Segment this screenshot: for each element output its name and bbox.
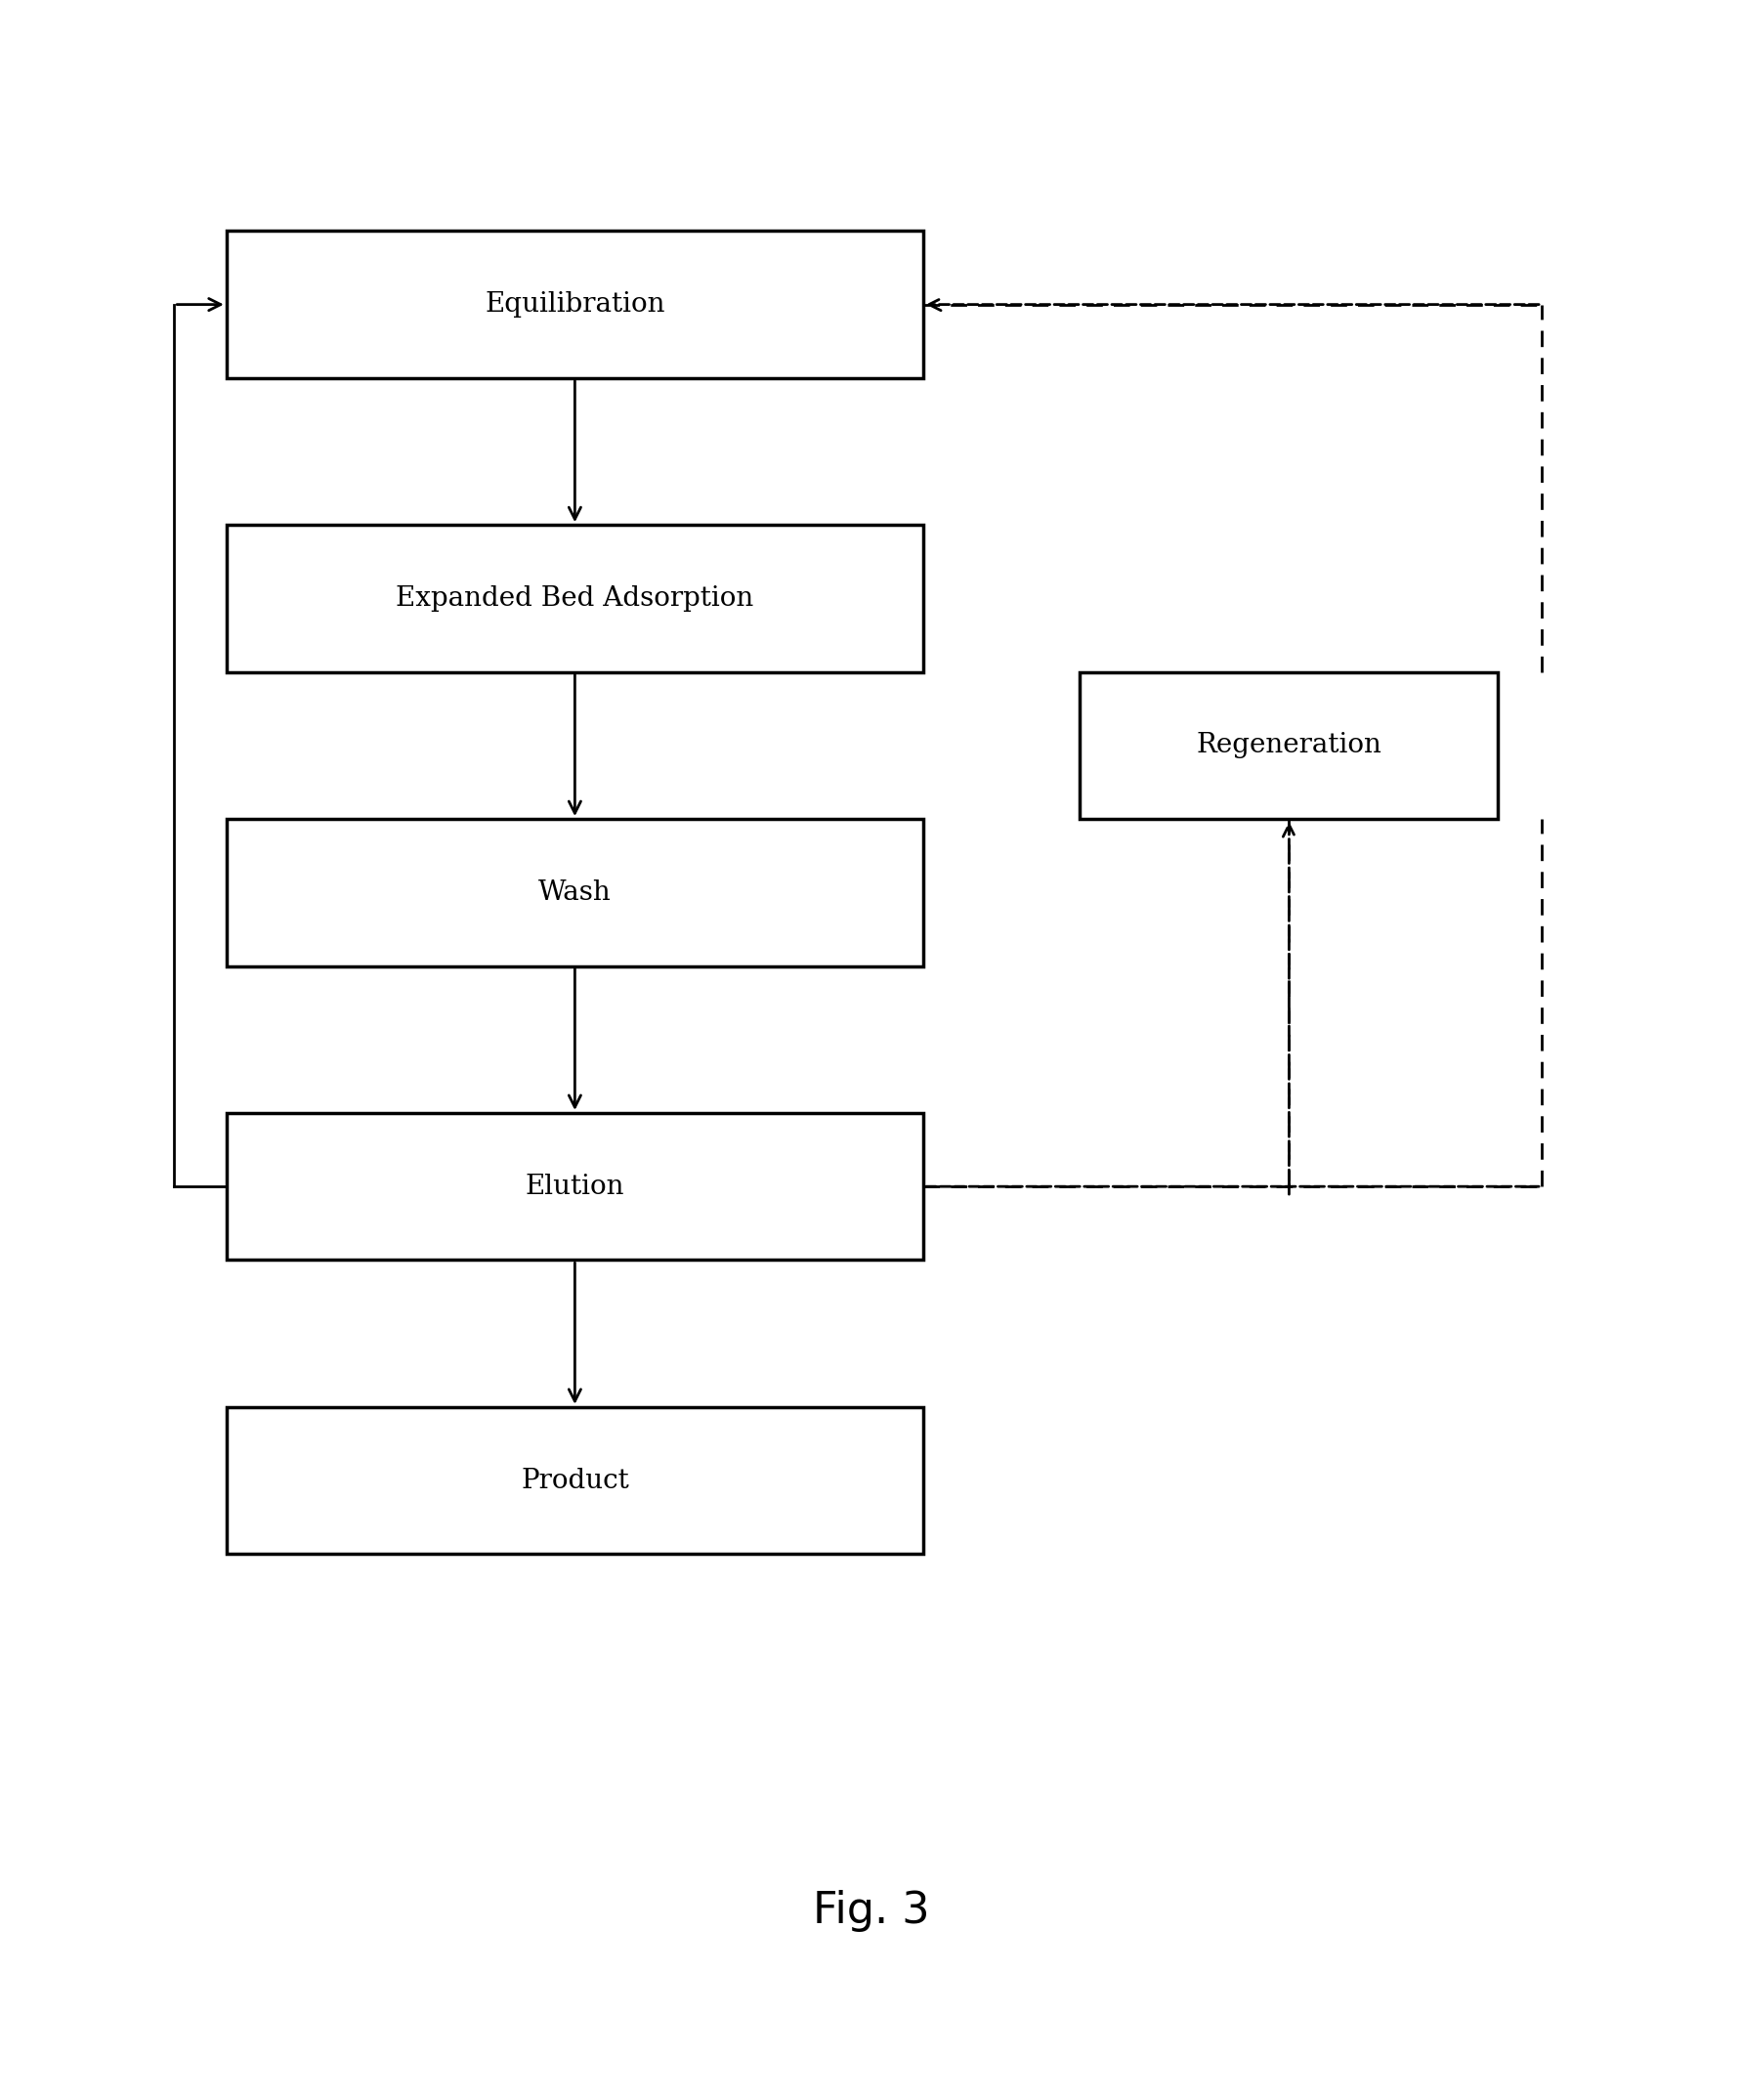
Text: Elution: Elution xyxy=(526,1174,623,1199)
FancyBboxPatch shape xyxy=(1079,672,1497,819)
Text: Regeneration: Regeneration xyxy=(1196,733,1381,758)
FancyBboxPatch shape xyxy=(226,231,923,378)
Text: Expanded Bed Adsorption: Expanded Bed Adsorption xyxy=(395,586,754,611)
FancyBboxPatch shape xyxy=(226,819,923,966)
Text: Equilibration: Equilibration xyxy=(484,292,665,317)
FancyBboxPatch shape xyxy=(226,1407,923,1554)
FancyBboxPatch shape xyxy=(226,525,923,672)
Text: Product: Product xyxy=(521,1468,629,1493)
Text: Fig. 3: Fig. 3 xyxy=(811,1890,930,1932)
Text: Wash: Wash xyxy=(538,880,611,905)
FancyBboxPatch shape xyxy=(226,1113,923,1260)
